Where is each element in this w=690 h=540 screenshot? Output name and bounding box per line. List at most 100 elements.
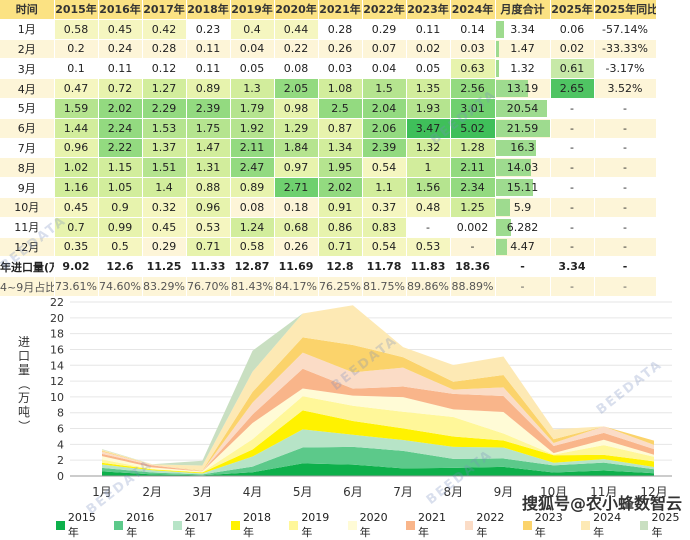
table-cell: 0.28 [318,19,363,40]
monthly-total-value: 4.47 [510,240,535,254]
monthly-total-value: 14.03 [506,161,539,175]
area-series-2015年 [102,463,654,476]
header-cell: 2025年同比 [594,0,657,20]
legend-item: 2024年 [581,511,631,540]
table-cell: 2.65 [550,78,595,99]
table-cell: - [550,177,595,198]
monthly-total-value: 15.11 [506,181,539,195]
table-row: 1月 0.58 0.45 0.42 0.23 0.4 0.44 0.28 0.29 0.11 0.1… [0,19,657,40]
monthly-total-bar [495,179,534,196]
table-cell: 0.35 [54,237,99,258]
table-cell: 1.29 [274,118,319,139]
table-cell: - [594,157,657,179]
table-cell: 2.34 [450,177,496,198]
legend-item: 2023年 [522,511,573,540]
table-cell: 0.7 [54,217,99,238]
table-cell: 12.87 [230,256,275,278]
table-cell: 0.97 [274,157,319,179]
table-cell: 3.47 [406,118,451,139]
table-cell: 0.02 [550,39,595,60]
table-cell: 0.2 [54,39,99,60]
table-cell: 1.25 [450,197,496,218]
y-tick-label: 16 [50,343,64,356]
table-cell: 1.32 [495,58,551,80]
table-cell: 73.61% [54,276,99,297]
x-tick-label: 2月 [142,485,162,499]
table-cell: 6.282 [495,217,551,238]
legend-item: 2021年 [406,511,456,540]
table-cell: 0.11 [406,19,451,40]
area-series-2022年 [102,352,654,472]
table-cell: 1.24 [230,217,275,238]
table-cell: 0.002 [450,217,496,238]
table-cell: 0.37 [362,197,407,218]
legend-item: 2018年 [231,511,281,540]
table-cell: 11.69 [274,256,319,278]
table-cell: 1.32 [406,138,451,159]
table-cell: 12.8 [318,256,363,278]
table-cell: 0.18 [274,197,319,218]
import-table: 时间 2015年 2016年 2017年 2018年 2019年 2020年 2021年 202… [0,0,657,297]
table-cell: 0.05 [230,58,275,80]
table-cell: 0.24 [98,39,143,60]
table-cell: - [495,276,551,297]
y-tick-label: 8 [57,407,64,420]
table-cell: 0.98 [274,98,319,119]
monthly-total-bar [495,40,500,58]
x-tick-label: 3月 [193,485,213,499]
table-cell: - [594,138,657,159]
y-tick-label: 14 [50,359,64,372]
table-cell: 0.4 [230,19,275,40]
table-cell: -57.14% [594,19,657,40]
y-tick-label: 12 [50,375,64,388]
x-tick-label: 1月 [92,485,112,499]
legend-item: 2020年 [347,511,398,540]
table-cell: 4.47 [495,237,551,258]
table-cell: 81.75% [362,276,407,297]
row-label: 10月 [0,197,55,218]
table-cell: 0.03 [450,39,496,60]
table-cell: 9.02 [54,256,99,278]
table-cell: 2.71 [274,177,319,198]
table-cell: 11.25 [142,256,187,278]
legend-swatch [464,521,474,530]
monthly-total-value: 6.282 [506,220,539,234]
table-cell: 1.47 [186,138,231,159]
table-cell: -33.33% [594,39,657,60]
table-cell: 0.48 [406,197,451,218]
table-cell: 1.34 [318,138,363,159]
table-cell: 0.11 [98,58,143,80]
table-row: 4月 0.47 0.72 1.27 0.89 1.3 2.05 1.08 1.5 1.35 2.56… [0,78,657,99]
table-cell: 0.42 [142,19,187,40]
svg-text:量: 量 [18,363,30,377]
table-cell: 2.39 [186,98,231,119]
table-cell: 1.4 [142,177,187,198]
legend-label: 2016年 [126,511,155,539]
table-cell: 1.84 [274,138,319,159]
table-cell: 2.39 [362,138,407,159]
y-tick-label: 0 [57,470,64,483]
table-cell: - [495,256,551,278]
table-cell: 0.29 [142,237,187,258]
y-tick-label: 22 [50,296,64,309]
table-cell: 18.36 [450,256,496,278]
table-cell: 1.31 [186,157,231,179]
table-row: 5月 1.59 2.02 2.29 2.39 1.79 0.98 2.5 2.04 1.93 3.0… [0,98,657,119]
table-cell: 0.28 [142,39,187,60]
table-cell: - [594,276,657,297]
table-cell: 0.89 [230,177,275,198]
table-cell: 0.99 [98,217,143,238]
table-cell: 5.9 [495,197,551,218]
row-label: 2月 [0,39,55,60]
table-cell: 0.89 [186,78,231,99]
row-label: 1月 [0,19,55,40]
legend-label: 2015年 [67,511,96,539]
table-cell: - [594,177,657,198]
table-cell: 2.29 [142,98,187,119]
table-row: 7月 0.96 2.22 1.37 1.47 2.11 1.84 1.34 2.39 1.32 1.… [0,138,657,159]
row-label: 9月 [0,177,55,198]
y-tick-label: 18 [50,328,64,341]
monthly-total-bar [495,238,507,256]
table-cell: 0.45 [98,19,143,40]
table-cell: 0.71 [186,237,231,258]
